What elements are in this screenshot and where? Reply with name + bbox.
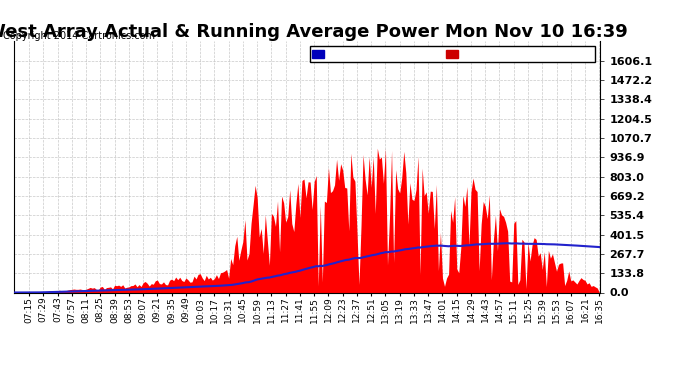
Text: Copyright 2014 Cartronics.com: Copyright 2014 Cartronics.com: [3, 32, 155, 41]
Title: West Array Actual & Running Average Power Mon Nov 10 16:39: West Array Actual & Running Average Powe…: [0, 23, 628, 41]
Legend: Average  (DC Watts), West Array  (DC Watts): Average (DC Watts), West Array (DC Watts…: [310, 46, 595, 62]
